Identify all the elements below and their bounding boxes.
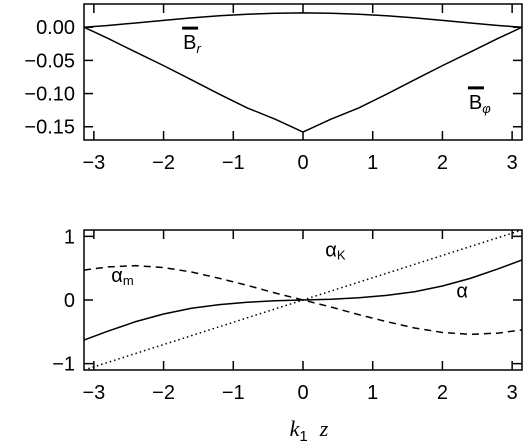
series-annotation: αK xyxy=(325,240,346,263)
y-tick-label: −1 xyxy=(52,354,75,376)
x-label-var: z xyxy=(319,416,329,441)
annotation-base: B xyxy=(183,32,196,54)
x-tick-label: 0 xyxy=(297,382,308,404)
annotation-sub: m xyxy=(123,273,134,288)
annotation-base: α xyxy=(325,240,337,262)
annotation-sub: φ xyxy=(482,101,491,116)
x-tick-label: 1 xyxy=(367,382,378,404)
x-tick-label: 0 xyxy=(297,152,308,174)
x-tick-label: 2 xyxy=(437,152,448,174)
x-tick-label: 2 xyxy=(437,382,448,404)
x-tick-label: −3 xyxy=(82,382,105,404)
x-label-sub: 1 xyxy=(299,428,307,442)
annotation-base: B xyxy=(469,92,482,114)
annotation-sub: K xyxy=(337,248,346,263)
x-tick-label: 3 xyxy=(507,152,518,174)
y-tick-label: −0.15 xyxy=(24,117,75,139)
annotation-base: α xyxy=(456,280,468,302)
annotation-base: α xyxy=(111,265,123,287)
series-annotation: Bφ xyxy=(469,92,491,116)
x-tick-label: 1 xyxy=(367,152,378,174)
x-tick-label: −3 xyxy=(82,152,105,174)
x-tick-label: −2 xyxy=(152,382,175,404)
annotation-sub: r xyxy=(196,41,201,56)
series-annotation: Br xyxy=(183,32,201,56)
y-tick-label: 0.00 xyxy=(36,17,75,39)
x-tick-label: −1 xyxy=(222,382,245,404)
x-tick-label: 3 xyxy=(507,382,518,404)
plot-frame xyxy=(83,3,523,141)
y-tick-label: −0.05 xyxy=(24,50,75,72)
x-tick-label: −2 xyxy=(152,152,175,174)
series-annotation: αm xyxy=(111,265,133,288)
x-tick-label: −1 xyxy=(222,152,245,174)
y-tick-label: −0.10 xyxy=(24,84,75,106)
series-line-0 xyxy=(84,12,522,28)
series-line-1 xyxy=(84,264,522,336)
y-tick-label: 0 xyxy=(64,290,75,312)
series-line-1 xyxy=(84,26,522,133)
y-tick-label: 1 xyxy=(64,226,75,248)
x-axis-label: k1 z xyxy=(290,416,329,442)
series-annotation: α xyxy=(456,280,468,302)
x-label-base: k xyxy=(290,416,301,441)
series-line-2 xyxy=(84,230,522,370)
